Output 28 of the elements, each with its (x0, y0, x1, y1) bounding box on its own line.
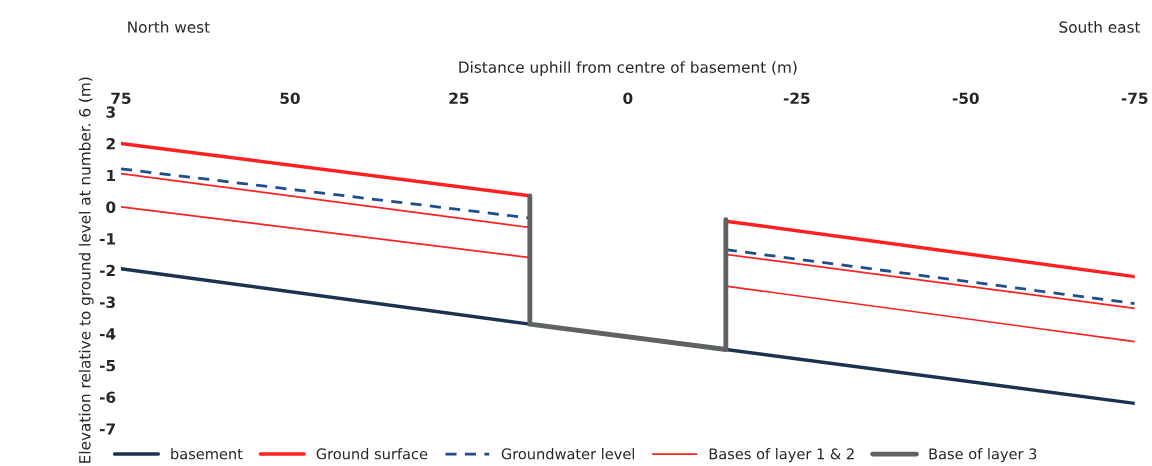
text: North west (128, 21, 210, 33)
y-tick-label: -7 (99, 423, 115, 435)
text: South east (1059, 21, 1141, 33)
y-tick-label: -4 (99, 328, 116, 340)
y-tick-label: -2 (99, 264, 115, 277)
x-tick-label: 25 (449, 92, 469, 105)
x-tick-label: 50 (280, 92, 300, 105)
y-tick-label: -6 (99, 391, 116, 404)
x-tick-label: 75 (111, 92, 131, 105)
y-tick-label: 3 (106, 106, 115, 118)
y-tick-label: -1 (99, 233, 116, 245)
x-tick-label: 0 (623, 92, 633, 105)
y-tick-label: -3 (99, 296, 115, 308)
y-axis-title: Elevation relative to ground level at number. 6 (m) (78, 77, 94, 463)
y-tick-label: 0 (106, 201, 116, 213)
legend-label: basement (171, 448, 243, 460)
legend-label: Base of layer 3 (929, 448, 1037, 463)
legend-label: Ground surface (316, 448, 428, 460)
x-tick-label: -75 (1121, 92, 1148, 105)
y-tick-label: -5 (99, 360, 116, 372)
legend-label: Groundwater level (501, 448, 635, 460)
y-tick-label: 1 (107, 169, 116, 182)
x-tick-label: -50 (952, 92, 979, 105)
x-axis-title: Distance uphill from centre of basement (m) (459, 61, 797, 76)
y-tick-label: 2 (106, 137, 115, 150)
legend-label: Bases of layer 1 & 2 (709, 448, 854, 463)
line-series (527, 193, 729, 352)
x-tick-label: -25 (783, 92, 810, 105)
